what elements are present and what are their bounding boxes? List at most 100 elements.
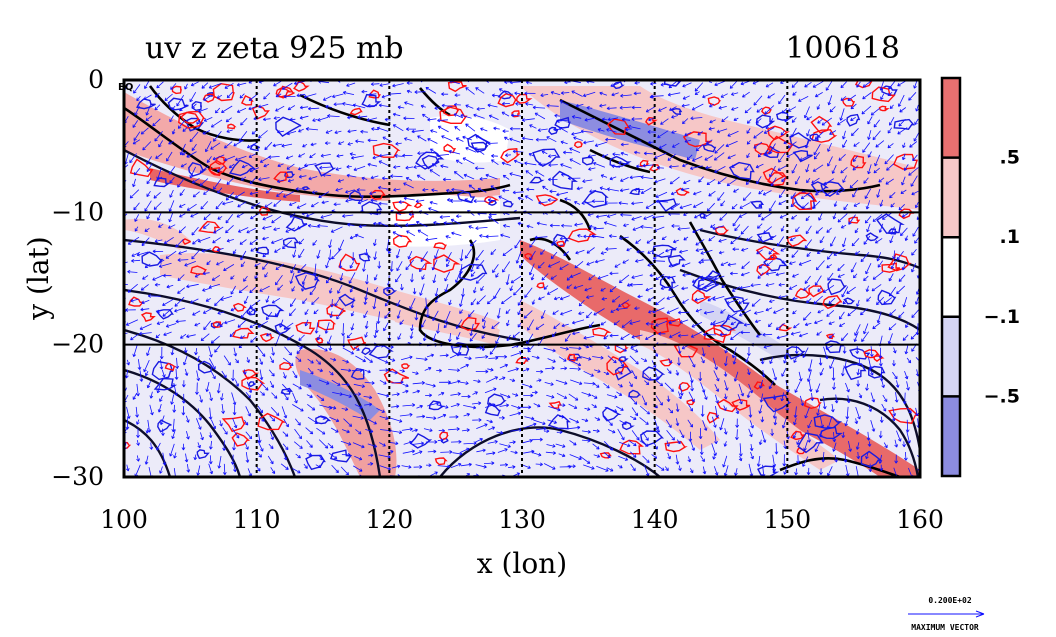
vorticity-contour [227,123,237,130]
wind-vector [420,104,426,109]
wind-vector [216,94,223,99]
wind-vector [265,295,270,303]
wind-vector [689,490,692,498]
wind-vector [708,235,716,242]
wind-vector [682,82,692,88]
wind-vector [620,93,632,98]
wind-vector [780,392,785,402]
wind-vector [645,334,655,340]
wind-vector [533,419,546,426]
wind-vector [815,227,823,234]
wind-vector [537,261,545,269]
vorticity-contour [140,312,156,322]
wind-vector [287,334,294,341]
vorticity-contour [819,426,844,440]
wind-vector [853,273,858,279]
wind-vector [839,311,845,320]
wind-vector [175,238,184,248]
wind-vector [417,151,428,156]
wind-vector [273,199,282,207]
wind-vector [217,187,223,194]
wind-vector [195,382,199,395]
wind-vector [781,417,787,429]
wind-vector [332,93,344,99]
wind-vector [769,165,776,178]
wind-vector [149,391,154,399]
wind-vector [475,135,487,143]
wind-vector [666,368,672,374]
wind-vector [384,299,390,307]
wind-vector [376,311,381,324]
wind-vector [883,297,892,305]
vorticity-contour [497,90,514,100]
vorticity-contour [606,118,631,136]
vorticity-contour [460,316,481,331]
wind-vector [744,164,750,171]
wind-vector [894,439,898,448]
wind-vector [735,418,740,428]
wind-vector [308,176,318,181]
y-tick-label: −20 [51,330,104,359]
wind-vector [567,425,581,430]
wind-vector [364,320,369,329]
wind-vector [455,159,463,165]
wind-vector [249,176,257,185]
wind-vector [471,401,482,406]
wind-vector [596,465,609,472]
wind-vector [903,164,909,171]
wind-vector [425,307,430,318]
wind-vector [827,272,834,281]
wind-vector [125,319,139,326]
wind-vector [487,440,498,444]
wind-vector [369,191,377,196]
wind-vector [488,426,496,431]
wind-vector [259,381,269,391]
wind-vector [635,239,642,244]
wind-vector [102,297,113,300]
wind-vector [640,224,653,229]
wind-vector [292,404,304,412]
vorticity-contour [497,93,518,108]
wind-vector [668,358,672,364]
wind-vector [629,282,643,287]
wind-vector [348,272,356,284]
wind-vector [146,163,153,173]
wind-vector [470,263,475,273]
wind-vector [897,94,905,107]
wind-vector [839,108,845,121]
wind-vector [799,155,810,161]
wind-vector [311,190,318,194]
wind-vector [556,430,563,435]
wind-vector [396,261,403,272]
wind-vector [851,238,860,247]
wind-vector [841,431,846,439]
wind-vector [568,359,582,367]
wind-vector [713,489,716,494]
wind-vector [111,108,115,116]
wind-vector [480,127,488,132]
wind-vector [368,92,377,97]
wind-vector [910,332,918,340]
wind-vector [914,202,919,209]
wind-vector [689,504,693,510]
wind-vector [318,379,330,385]
wind-vector [764,151,773,157]
wind-vector [856,81,861,88]
vorticity-contour [848,216,861,224]
wind-vector [436,323,440,334]
wind-vector [639,405,650,415]
wind-vector [914,296,919,305]
wind-vector [531,355,540,360]
wind-vector [561,323,569,328]
wind-vector [721,116,729,123]
wind-vector [618,299,630,307]
wind-vector [364,356,373,363]
wind-vector [510,113,521,118]
wind-vector [573,284,584,290]
wind-vector [111,166,114,174]
wind-vector [668,408,674,414]
wind-vector [221,370,227,379]
wind-vector [149,442,154,450]
wind-vector [414,90,426,94]
wind-vector [854,250,861,255]
